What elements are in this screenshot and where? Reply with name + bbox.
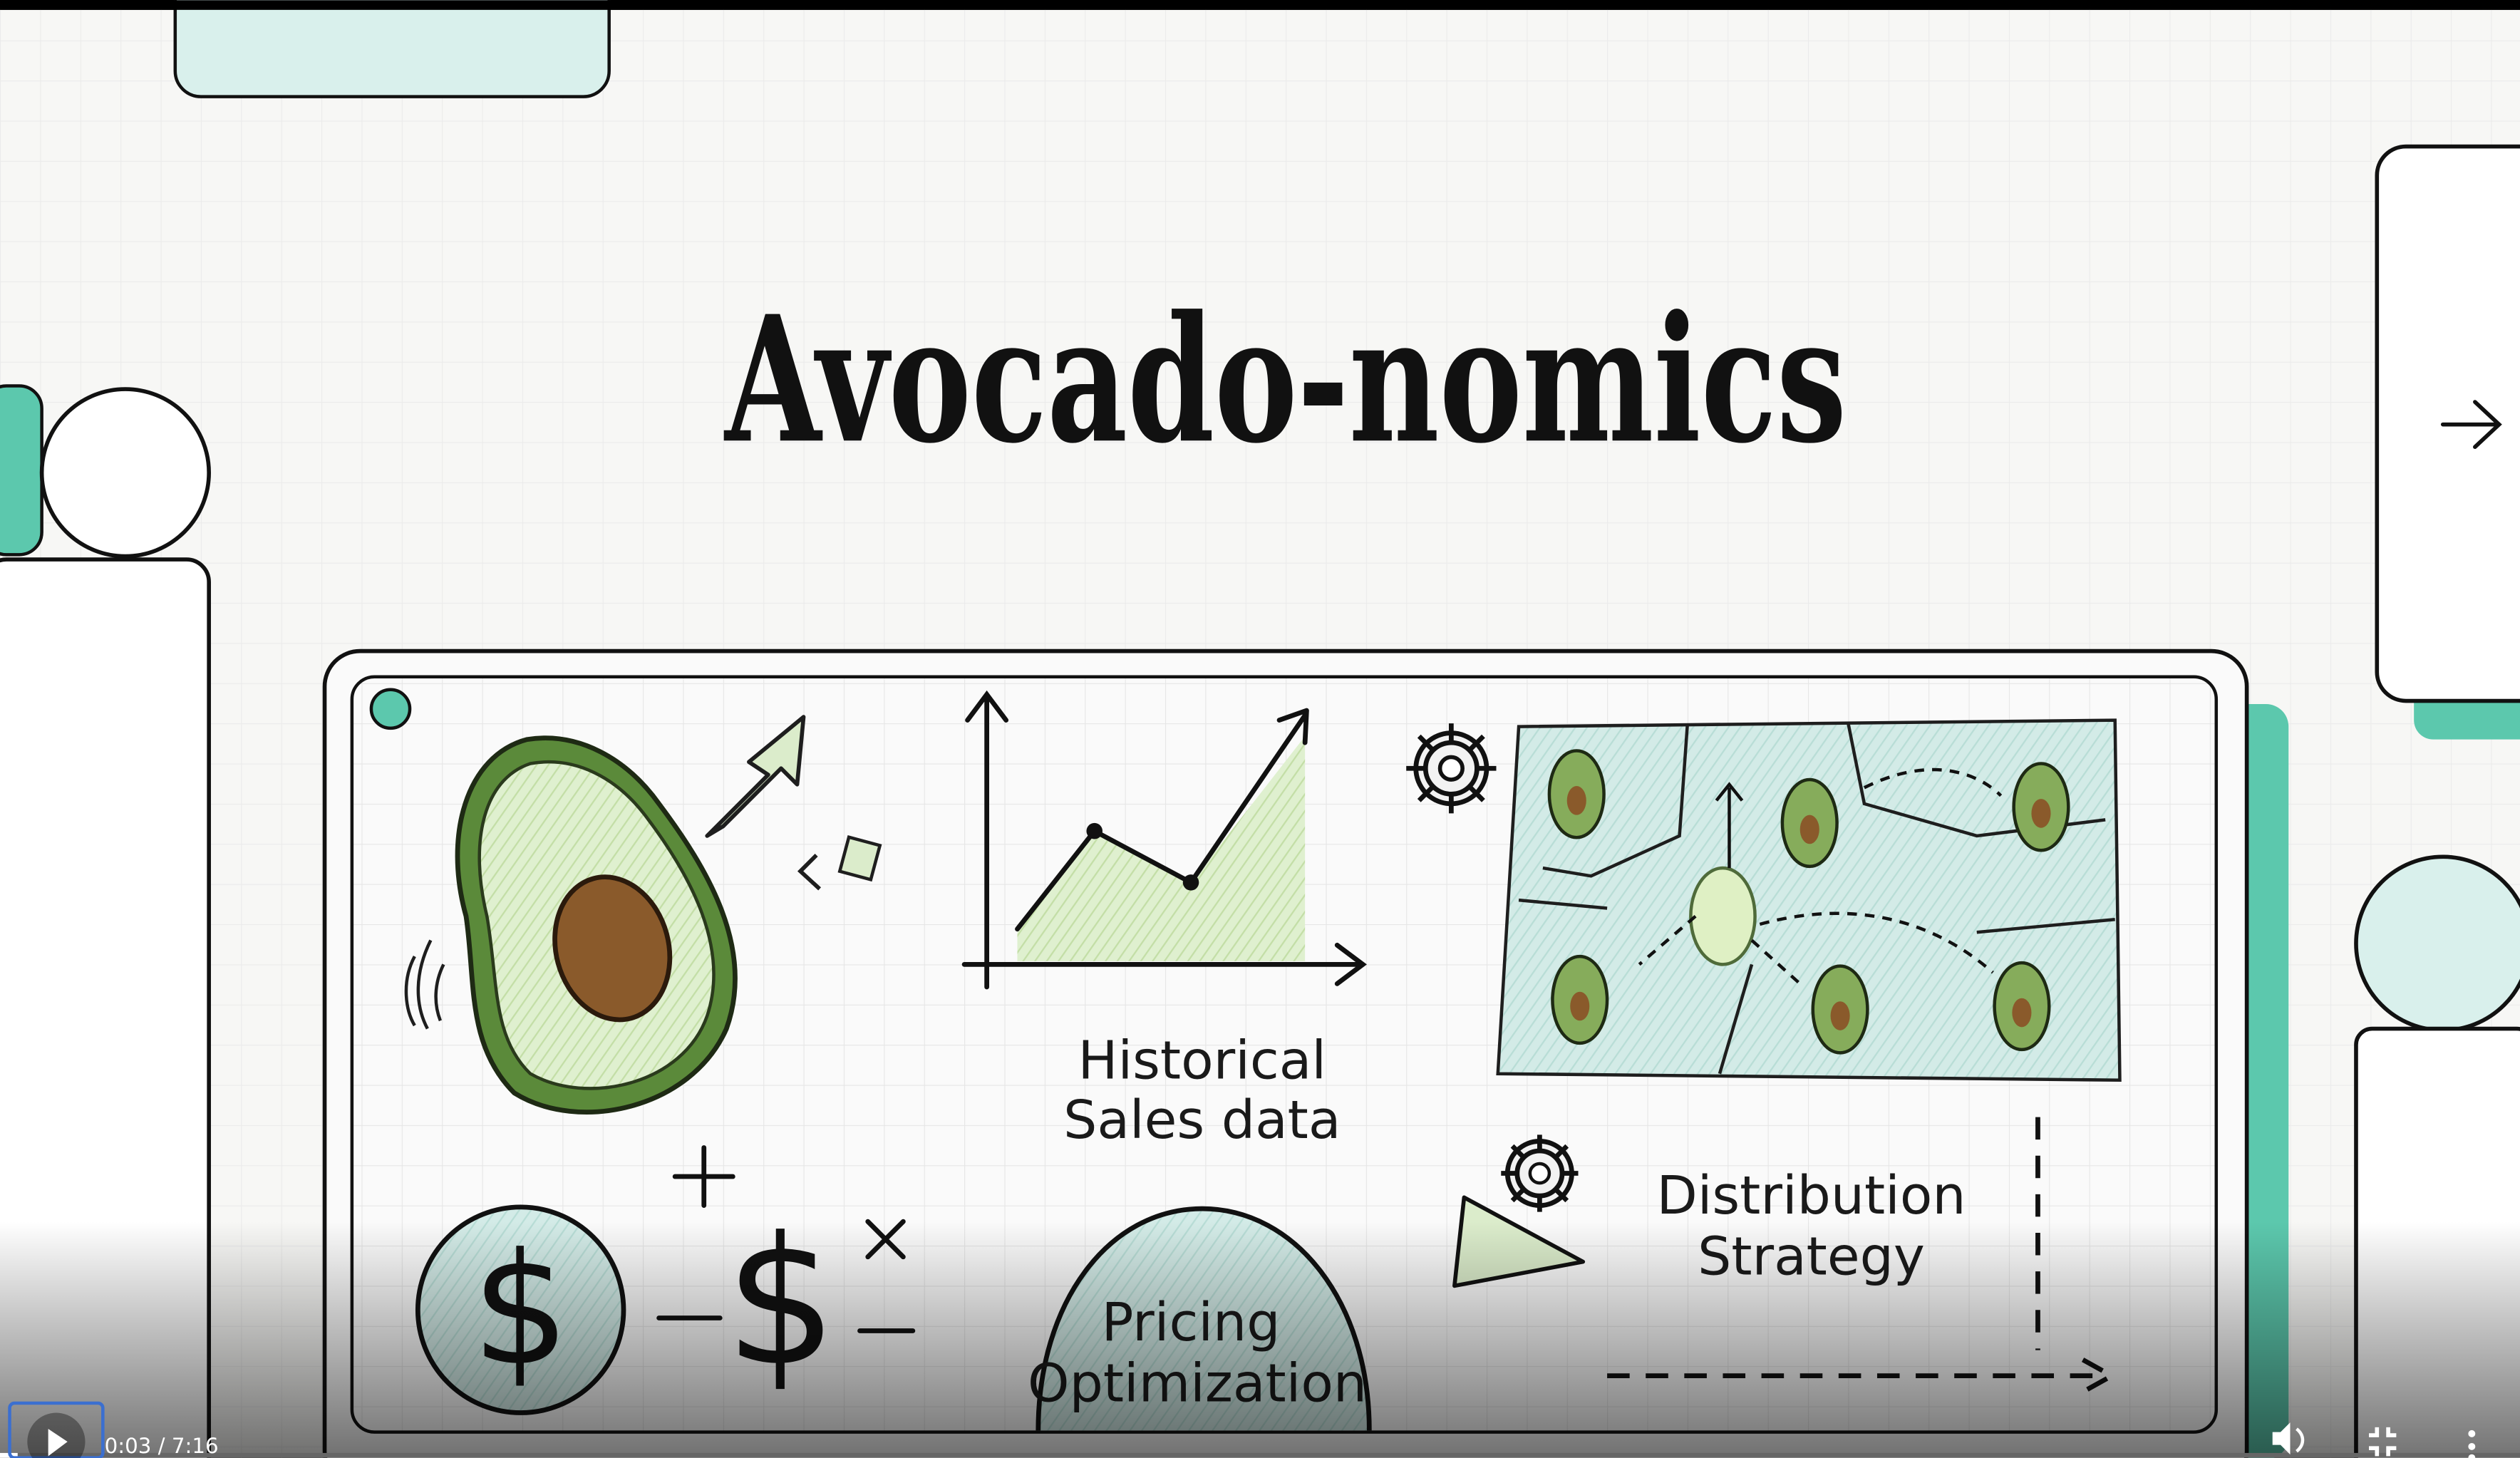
more-options-button[interactable] (2468, 1429, 2476, 1458)
arrow-right-icon[interactable] (2440, 400, 2502, 450)
historical-sales-chart (961, 690, 1367, 990)
play-button[interactable] (27, 1412, 86, 1458)
progress-bar[interactable] (0, 1452, 2520, 1458)
slide-title: Avocado-nomics (724, 278, 1847, 482)
exit-fullscreen-button[interactable] (2369, 1427, 2397, 1457)
play-icon (48, 1429, 68, 1457)
distribution-label-line1: Distribution (1656, 1164, 1966, 1226)
historical-label-line1: Historical (1078, 1029, 1327, 1091)
player-controls: 0:03 / 7:16 (0, 1401, 2520, 1458)
exit-fullscreen-icon (2369, 1427, 2397, 1457)
avocado-illustration (404, 715, 882, 1115)
time-display: 0:03 / 7:16 (105, 1434, 219, 1458)
controls-gradient (0, 1221, 2520, 1458)
historical-label-line2: Sales data (1063, 1089, 1341, 1151)
more-options-icon (2468, 1429, 2476, 1437)
distribution-map (1406, 718, 2122, 1082)
volume-icon (2272, 1422, 2291, 1455)
volume-button[interactable] (2272, 1422, 2305, 1455)
